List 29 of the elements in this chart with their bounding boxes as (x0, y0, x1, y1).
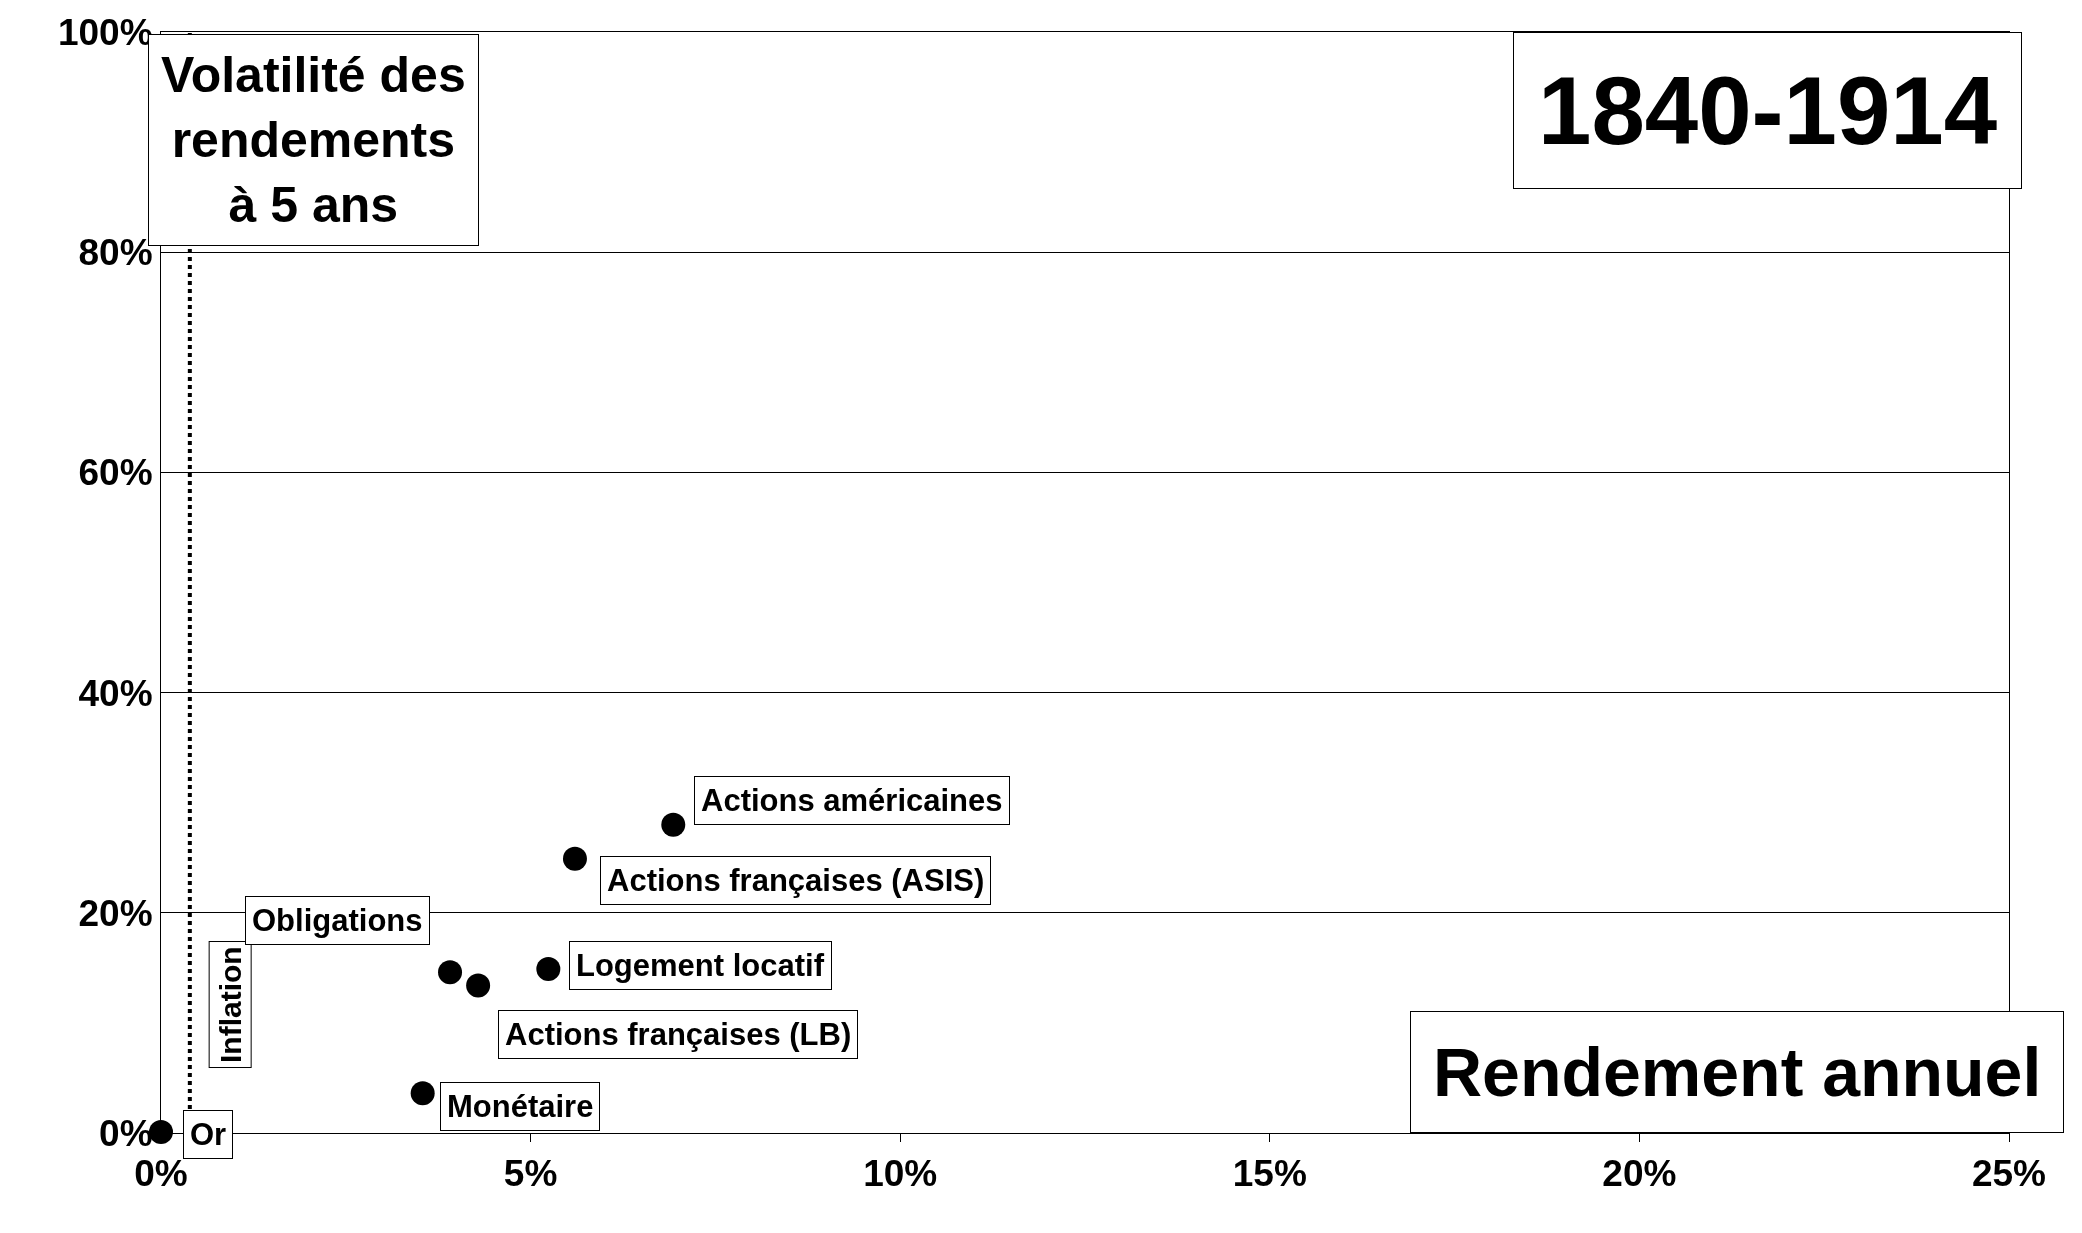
annotation: Monétaire (447, 1089, 594, 1124)
x-tick-label: 25% (1971, 1153, 2047, 1195)
annotation: Actions françaises (ASIS) (607, 863, 985, 898)
point (562, 846, 587, 871)
chart-title: 1840-1914 (1538, 57, 1998, 164)
point (536, 956, 561, 981)
point (410, 1081, 435, 1106)
x-tick-label: 5% (503, 1153, 558, 1195)
x-tick-label: 0% (134, 1153, 188, 1195)
y-tick-label: 20% (78, 892, 153, 934)
ref-line-label: Inflation (213, 946, 247, 1064)
y-tick-label: 60% (78, 452, 153, 494)
annotation: Actions américaines (701, 783, 1003, 818)
point (466, 973, 491, 998)
y-tick-label: 40% (78, 672, 153, 714)
y-tick-label: 100% (57, 11, 153, 53)
annotation: Logement locatif (576, 948, 825, 983)
point (438, 960, 463, 985)
x-axis-title: Rendement annuel (1433, 1034, 2042, 1110)
x-tick-label: 10% (863, 1153, 938, 1195)
y-tick-label: 80% (78, 232, 153, 274)
annotation: Or (190, 1117, 227, 1152)
annotation: Obligations (252, 903, 423, 938)
point (661, 812, 686, 837)
x-tick-label: 15% (1232, 1153, 1307, 1195)
y-tick-label: 0% (99, 1112, 153, 1154)
x-tick-label: 20% (1602, 1153, 1677, 1195)
y-axis-title: Volatilité des rendements à 5 ans (161, 47, 466, 233)
annotation: Actions françaises (LB) (505, 1017, 852, 1052)
